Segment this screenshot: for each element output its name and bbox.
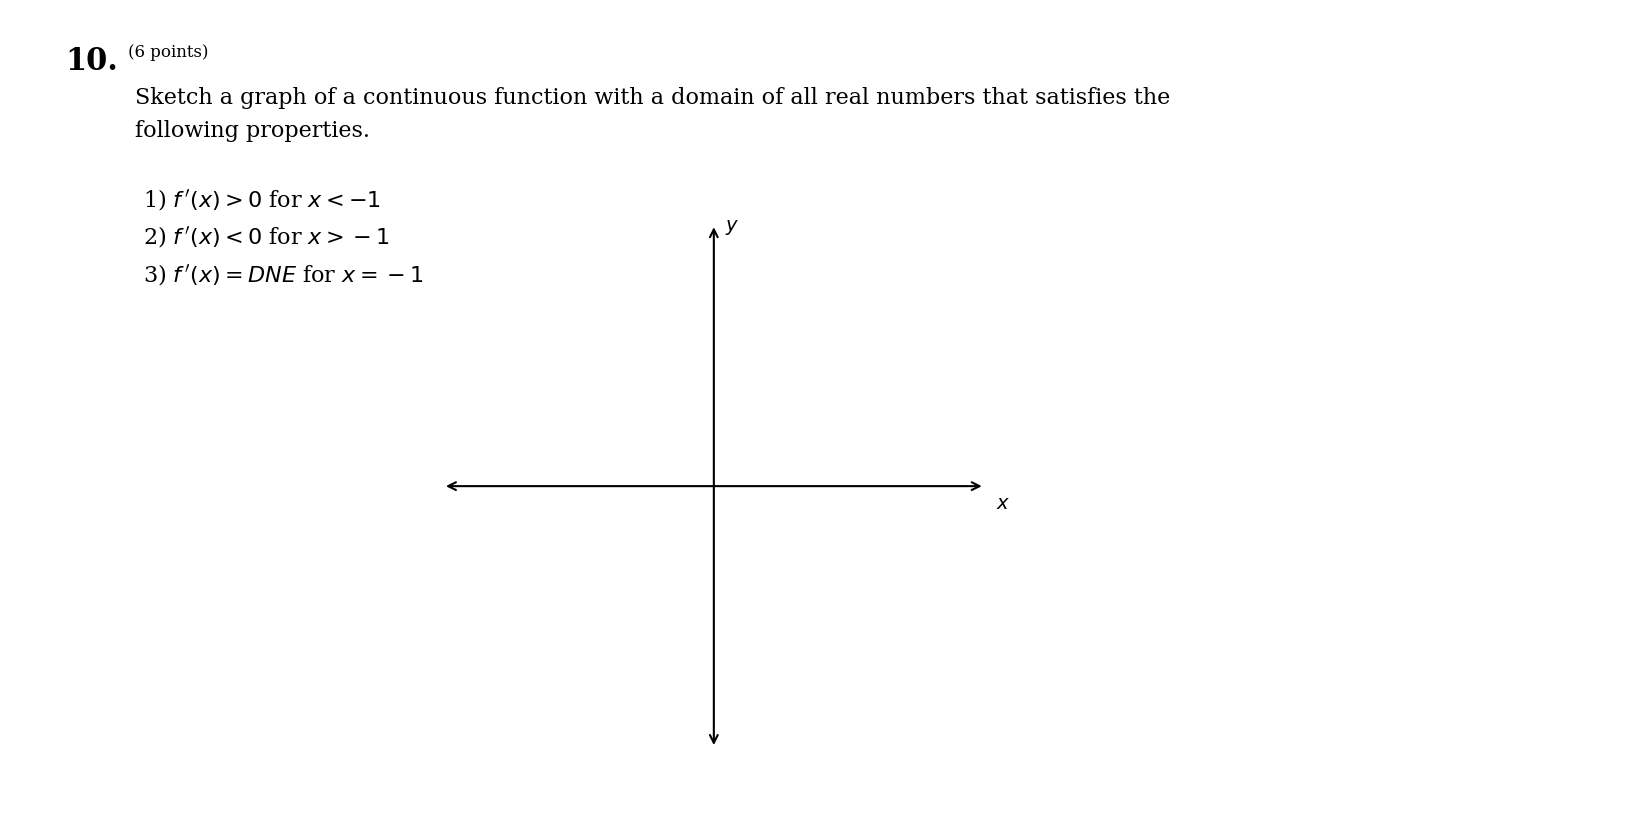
Text: $y$: $y$ [725, 218, 740, 237]
Text: (6 points): (6 points) [128, 44, 208, 61]
Text: $x$: $x$ [996, 495, 1011, 514]
Text: following properties.: following properties. [135, 120, 369, 142]
Text: 3) $f\,'(x) = \mathit{DNE}$ for $x = -1$: 3) $f\,'(x) = \mathit{DNE}$ for $x = -1$ [143, 262, 423, 287]
Text: Sketch a graph of a continuous function with a domain of all real numbers that s: Sketch a graph of a continuous function … [135, 87, 1170, 109]
Text: 1) $f\,'(x) > 0$ for $x < -1$: 1) $f\,'(x) > 0$ for $x < -1$ [143, 187, 381, 212]
Text: 10.: 10. [66, 46, 118, 76]
Text: 2) $f\,'(x) < 0$ for $x > -1$: 2) $f\,'(x) < 0$ for $x > -1$ [143, 224, 389, 249]
